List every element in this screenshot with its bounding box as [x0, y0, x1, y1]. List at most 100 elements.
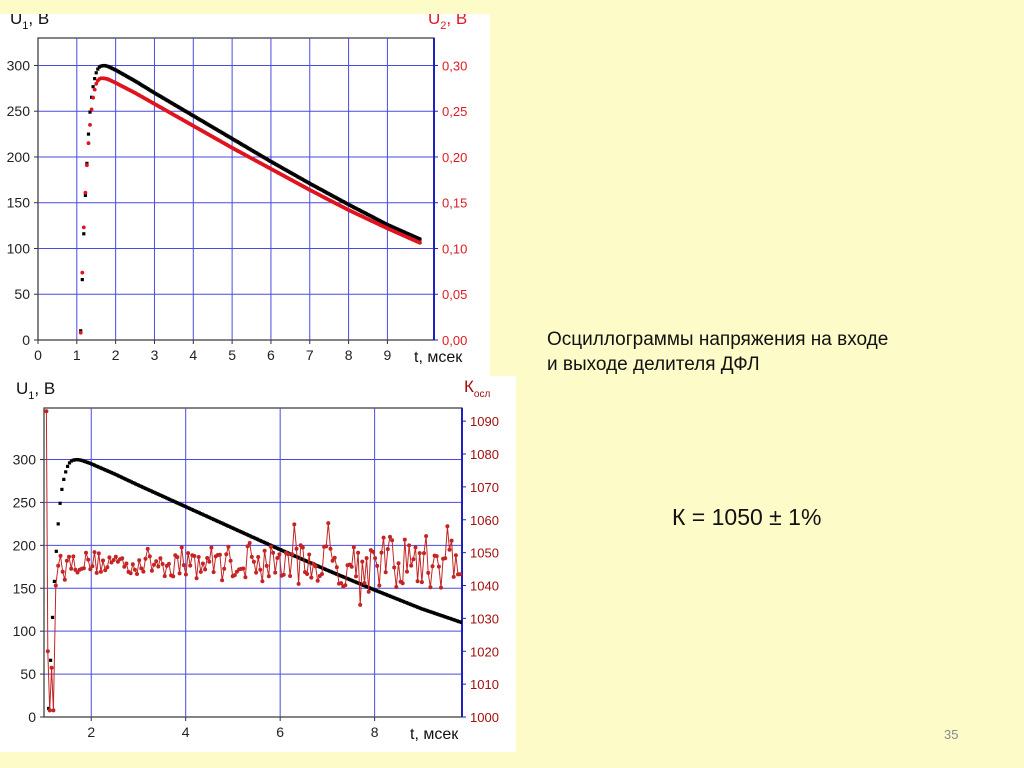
series-u1-point [88, 110, 92, 114]
series-u1-point [47, 706, 51, 710]
series-kosl-point [81, 566, 86, 571]
y-left-axis-title: U1, В [16, 379, 55, 402]
series-layer [44, 409, 462, 713]
series-kosl-point [354, 574, 358, 579]
series-kosl-point [152, 562, 156, 567]
series-kosl-point [92, 550, 97, 555]
x-tick-label: 9 [384, 347, 392, 363]
series-u2-point [85, 163, 89, 168]
series-kosl-point [51, 708, 56, 713]
x-tick-label: 8 [371, 724, 379, 740]
series-kosl-point [179, 545, 184, 550]
series-kosl-point [107, 555, 112, 560]
series-kosl-point [56, 563, 61, 568]
series-kosl-point [434, 554, 439, 559]
series-u1-point [418, 237, 422, 241]
y-left-tick-label: 150 [7, 195, 31, 211]
series-kosl-point [71, 554, 76, 559]
caption-line-1: Осциллограммы напряжения на входе [547, 329, 889, 350]
series-u1-point [64, 470, 68, 474]
series-kosl-point [160, 562, 165, 566]
series-u1-point [60, 487, 64, 491]
series-u2-point [83, 190, 88, 195]
series-kosl-point [451, 574, 456, 579]
series-kosl-point [192, 554, 197, 558]
series-kosl-point [266, 574, 271, 579]
series-kosl-point [98, 569, 103, 574]
x-tick-label: 7 [306, 347, 314, 363]
series-layer [78, 63, 422, 335]
y-left-tick-label: 300 [13, 452, 37, 468]
y-left-tick-label: 0 [22, 332, 30, 348]
y-right-tick-label: 1040 [470, 579, 499, 594]
series-kosl-point [424, 534, 429, 539]
series-kosl-point [186, 551, 191, 556]
series-kosl-point [392, 565, 397, 570]
series-kosl-point [171, 574, 176, 579]
series-kosl-point [135, 572, 139, 576]
series-kosl-point [330, 558, 335, 563]
series-kosl-point [149, 568, 154, 573]
series-u2-point [92, 87, 97, 92]
series-kosl-point [53, 583, 58, 588]
series-kosl-point [417, 551, 422, 556]
series-kosl-point [60, 569, 65, 574]
series-kosl-point [334, 565, 339, 570]
series-kosl-point [411, 557, 416, 562]
series-kosl-point [375, 563, 380, 568]
y-left-tick-label: 200 [13, 537, 37, 553]
series-kosl-point [241, 566, 246, 571]
series-kosl-point [105, 565, 110, 570]
series-kosl-point [458, 572, 462, 577]
series-kosl-point [232, 573, 237, 578]
series-kosl-point [177, 571, 182, 576]
series-kosl-point [196, 555, 201, 559]
y-left-tick-label: 250 [7, 103, 31, 119]
y-left-tick-label: 50 [14, 286, 30, 302]
series-kosl-point [120, 556, 125, 561]
series-kosl-point [262, 548, 267, 553]
series-kosl-point [84, 550, 88, 555]
x-tick-label: 1 [73, 347, 81, 363]
y-left-tick-label: 50 [20, 666, 36, 682]
series-kosl-point [249, 554, 254, 559]
caption-line-2: и выходе делителя ДФЛ [547, 354, 760, 375]
series-kosl-point [137, 558, 142, 563]
series-kosl-point [166, 561, 171, 566]
series-kosl-point [447, 547, 452, 552]
series-kosl-point [426, 570, 431, 575]
series-u1-point [67, 461, 72, 465]
x-tick-label: 8 [345, 347, 353, 363]
series-kosl-point [154, 559, 159, 564]
series-kosl-point [300, 545, 305, 550]
series-kosl-point [243, 575, 248, 580]
y-right-tick-label: 0,00 [442, 333, 467, 348]
series-kosl-point [158, 556, 163, 561]
series-u2-point [78, 330, 83, 335]
series-kosl-point [373, 556, 378, 561]
y-right-tick-label: 1000 [470, 710, 499, 725]
series-u2-point [80, 270, 85, 275]
series-kosl-point [254, 570, 259, 575]
series-kosl-point [343, 583, 348, 588]
series-kosl-point [324, 544, 329, 549]
series-kosl-point [94, 570, 99, 575]
series-kosl-point [113, 554, 118, 559]
series-kosl-point [439, 585, 443, 590]
series-kosl-point [366, 589, 371, 594]
series-kosl-point [175, 555, 180, 560]
y-right-tick-label: 1090 [470, 414, 499, 429]
series-kosl-point [402, 537, 407, 542]
series-u1-point [82, 232, 86, 236]
series-kosl-point [351, 545, 356, 550]
series-kosl-point [360, 559, 365, 564]
series-u1-point [86, 132, 91, 136]
series-kosl-point [443, 556, 448, 561]
series-kosl-point [69, 566, 74, 571]
series-u1-point [52, 579, 56, 583]
series-kosl-point [296, 581, 301, 586]
chart-u1-u2: 0 1 2 3 4 5 6 7 8 9 0 50 100 150 200 250 300 0,00 0,05 0,10… [0, 14, 490, 376]
series-kosl-point [326, 521, 331, 526]
series-kosl-point [67, 554, 71, 559]
y-left-tick-label: 250 [13, 494, 37, 510]
